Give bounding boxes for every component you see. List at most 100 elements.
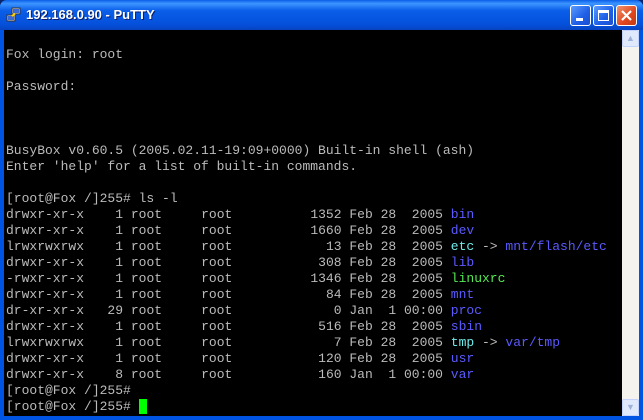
modified-date: Jan 1 00:00 — [349, 303, 443, 318]
permissions: drwxr-xr-x — [6, 255, 85, 270]
permissions: drwxr-xr-x — [6, 351, 85, 366]
file-size: 516 — [318, 319, 342, 334]
file-name: usr — [450, 351, 475, 366]
link-count: 1 — [115, 319, 124, 334]
permissions: lrwxrwxrwx — [6, 239, 85, 254]
listing-row: drwxr-xr-x 1 root root 1352 Feb 28 2005 … — [6, 207, 607, 223]
output-line: Enter 'help' for a list of built-in comm… — [6, 159, 607, 175]
group: root — [201, 319, 233, 334]
modified-date: Feb 28 2005 — [349, 271, 443, 286]
modified-date: Feb 28 2005 — [349, 239, 443, 254]
output-line — [6, 63, 607, 79]
output-line — [6, 175, 607, 191]
minimize-button[interactable] — [570, 5, 591, 26]
listing-row: drwxr-xr-x 1 root root 120 Feb 28 2005 u… — [6, 351, 607, 367]
scroll-up-button[interactable]: ▲ — [622, 30, 639, 47]
owner: root — [130, 351, 163, 366]
file-name: bin — [450, 207, 475, 222]
cursor — [138, 399, 147, 414]
title-bar[interactable]: 192.168.0.90 - PuTTY — [0, 0, 643, 30]
owner: root — [130, 319, 163, 334]
group: root — [201, 303, 233, 318]
link-count: 1 — [115, 335, 124, 350]
output-line: Fox login: root — [6, 47, 607, 63]
listing-row: -rwxr-xr-x 1 root root 1346 Feb 28 2005 … — [6, 271, 607, 287]
close-button[interactable] — [616, 5, 637, 26]
output-line: Password: — [6, 79, 607, 95]
link-count: 1 — [115, 255, 124, 270]
file-size: 120 — [318, 351, 342, 366]
listing-row: drwxr-xr-x 1 root root 1660 Feb 28 2005 … — [6, 223, 607, 239]
modified-date: Feb 28 2005 — [349, 287, 443, 302]
modified-date: Feb 28 2005 — [349, 335, 443, 350]
permissions: drwxr-xr-x — [6, 287, 85, 302]
modified-date: Feb 28 2005 — [349, 255, 443, 270]
file-size: 1346 — [310, 271, 342, 286]
group: root — [201, 271, 233, 286]
output-line — [6, 127, 607, 143]
modified-date: Jan 1 00:00 — [349, 367, 443, 382]
scroll-down-button[interactable]: ▼ — [622, 399, 639, 416]
link-count: 1 — [115, 351, 124, 366]
file-name: linuxrc — [450, 271, 506, 286]
output-text: BusyBox v0.60.5 (2005.02.11-19:09+0000) … — [6, 143, 475, 158]
symlink-target: mnt/flash/etc — [505, 239, 607, 254]
prompt-text: [root@Fox /]255# — [6, 383, 131, 398]
output-line — [6, 111, 607, 127]
owner: root — [130, 223, 163, 238]
close-icon — [621, 10, 632, 21]
file-name: var — [450, 367, 475, 382]
modified-date: Feb 28 2005 — [349, 319, 443, 334]
window-title: 192.168.0.90 - PuTTY — [26, 7, 155, 22]
minimize-icon — [576, 18, 583, 21]
vertical-scrollbar[interactable]: ▲ ▼ — [622, 30, 639, 416]
permissions: drwxr-xr-x — [6, 223, 85, 238]
command-text: [root@Fox /]255# ls -l — [6, 191, 178, 206]
group: root — [201, 287, 233, 302]
modified-date: Feb 28 2005 — [349, 351, 443, 366]
owner: root — [130, 207, 163, 222]
owner: root — [130, 255, 163, 270]
group: root — [201, 335, 233, 350]
listing-row: drwxr-xr-x 1 root root 308 Feb 28 2005 l… — [6, 255, 607, 271]
owner: root — [130, 287, 163, 302]
group: root — [201, 207, 233, 222]
chevron-down-icon: ▼ — [626, 402, 635, 412]
owner: root — [130, 303, 163, 318]
permissions: drwxr-xr-x — [6, 319, 85, 334]
maximize-button[interactable] — [593, 5, 614, 26]
terminal-output: Fox login: root Password: BusyBox v0.60.5 … — [6, 31, 607, 415]
symlink-arrow: -> — [474, 335, 506, 350]
file-size: 308 — [318, 255, 342, 270]
modified-date: Feb 28 2005 — [349, 223, 443, 238]
file-name: proc — [450, 303, 482, 318]
command-line: [root@Fox /]255# ls -l — [6, 191, 607, 207]
listing-row: drwxr-xr-x 1 root root 516 Feb 28 2005 s… — [6, 319, 607, 335]
owner: root — [130, 271, 163, 286]
permissions: drwxr-xr-x — [6, 207, 85, 222]
modified-date: Feb 28 2005 — [349, 207, 443, 222]
link-count: 1 — [115, 239, 124, 254]
group: root — [201, 223, 233, 238]
link-count: 1 — [115, 287, 124, 302]
permissions: lrwxrwxrwx — [6, 335, 85, 350]
permissions: dr-xr-xr-x — [6, 303, 85, 318]
prompt-line: [root@Fox /]255# — [6, 383, 607, 399]
file-name: tmp — [450, 335, 475, 350]
file-size: 0 — [333, 303, 342, 318]
group: root — [201, 239, 233, 254]
permissions: -rwxr-xr-x — [6, 271, 85, 286]
chevron-up-icon: ▲ — [626, 33, 635, 43]
link-count: 8 — [115, 367, 124, 382]
maximize-icon — [598, 10, 609, 21]
listing-row: drwxr-xr-x 1 root root 84 Feb 28 2005 mn… — [6, 287, 607, 303]
group: root — [201, 255, 233, 270]
output-text: Enter 'help' for a list of built-in comm… — [6, 159, 358, 174]
file-name: lib — [450, 255, 475, 270]
file-size: 7 — [333, 335, 342, 350]
file-size: 13 — [325, 239, 342, 254]
terminal-screen[interactable]: Fox login: root Password: BusyBox v0.60.5 … — [4, 30, 622, 416]
link-count: 1 — [115, 207, 124, 222]
listing-row: lrwxrwxrwx 1 root root 7 Feb 28 2005 tmp… — [6, 335, 607, 351]
prompt-text: [root@Fox /]255# — [6, 399, 139, 414]
